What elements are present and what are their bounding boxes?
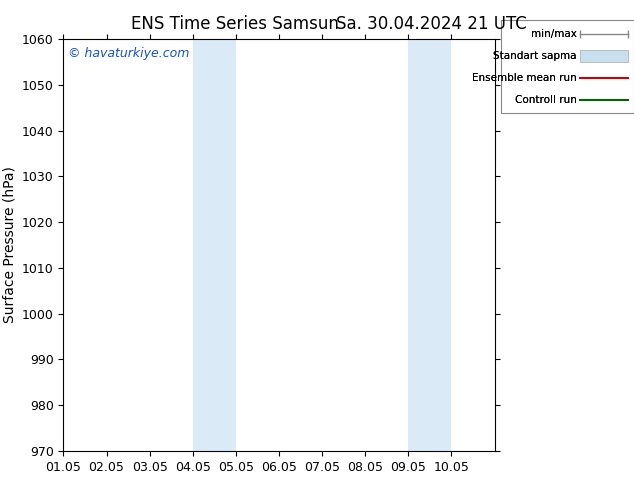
Bar (408, 39, 451, 451)
Text: ENS Time Series Samsun: ENS Time Series Samsun (131, 15, 339, 33)
Text: Ensemble mean run: Ensemble mean run (472, 74, 577, 83)
Bar (193, 39, 236, 451)
Text: min/max: min/max (531, 29, 577, 39)
Text: Standart sapma: Standart sapma (493, 51, 577, 61)
Text: min/max: min/max (531, 29, 577, 39)
Y-axis label: Surface Pressure (hPa): Surface Pressure (hPa) (3, 167, 16, 323)
Text: Standart sapma: Standart sapma (493, 51, 577, 61)
Text: Ensemble mean run: Ensemble mean run (472, 74, 577, 83)
Text: Controll run: Controll run (515, 96, 577, 105)
Text: © havaturkiye.com: © havaturkiye.com (68, 48, 189, 60)
Text: Controll run: Controll run (515, 96, 577, 105)
Text: Sa. 30.04.2024 21 UTC: Sa. 30.04.2024 21 UTC (336, 15, 526, 33)
